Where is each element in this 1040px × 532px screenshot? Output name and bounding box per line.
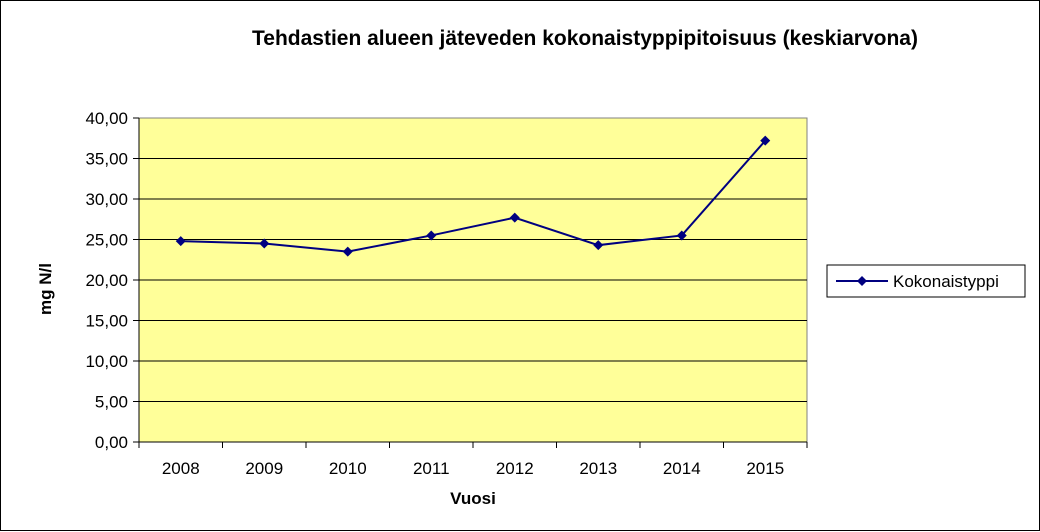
x-tick-label: 2015	[746, 459, 784, 478]
y-tick-label: 35,00	[85, 150, 128, 169]
series-line	[180, 140, 767, 253]
x-tick-label: 2008	[162, 459, 200, 478]
x-tick-label: 2009	[245, 459, 283, 478]
x-tick-label: 2014	[663, 459, 701, 478]
y-tick-label: 0,00	[95, 433, 128, 452]
data-point-marker	[259, 238, 270, 249]
data-point-marker	[342, 246, 353, 257]
data-point-marker	[593, 240, 604, 251]
data-point-marker	[676, 230, 687, 241]
data-point-marker	[509, 212, 520, 223]
x-tick-label: 2010	[329, 459, 367, 478]
y-axis-ticks: 0,00 5,00 10,00 15,00 20,00 25,00 30,00 35,00 40…	[85, 109, 140, 452]
chart-title: Tehdastien alueen jäteveden kokonaistypp…	[252, 27, 918, 50]
gridlines	[139, 158, 807, 402]
data-point-marker	[175, 236, 186, 247]
data-point-marker	[426, 230, 437, 241]
y-tick-label: 20,00	[85, 271, 128, 290]
x-tick-label: 2011	[413, 459, 450, 478]
legend-label: Kokonaistyppi	[893, 272, 999, 291]
y-tick-label: 25,00	[85, 231, 128, 250]
x-tick-label: 2013	[579, 459, 617, 478]
x-tick-label: 2012	[496, 459, 534, 478]
y-tick-label: 5,00	[95, 393, 128, 412]
data-point-marker	[760, 135, 771, 146]
x-axis-title: Vuosi	[450, 489, 496, 508]
y-tick-label: 40,00	[85, 109, 128, 128]
x-axis-ticks: 2008 2009 2010 2011 2012 2013 2014 2015	[138, 441, 808, 478]
y-tick-label: 15,00	[85, 312, 128, 331]
y-axis-title: mg N/l	[36, 263, 55, 315]
legend: Kokonaistyppi	[826, 264, 1026, 298]
legend-marker-icon	[857, 276, 867, 286]
y-tick-label: 10,00	[85, 352, 128, 371]
series-kokonaistyppi	[175, 135, 771, 257]
y-tick-label: 30,00	[85, 190, 128, 209]
